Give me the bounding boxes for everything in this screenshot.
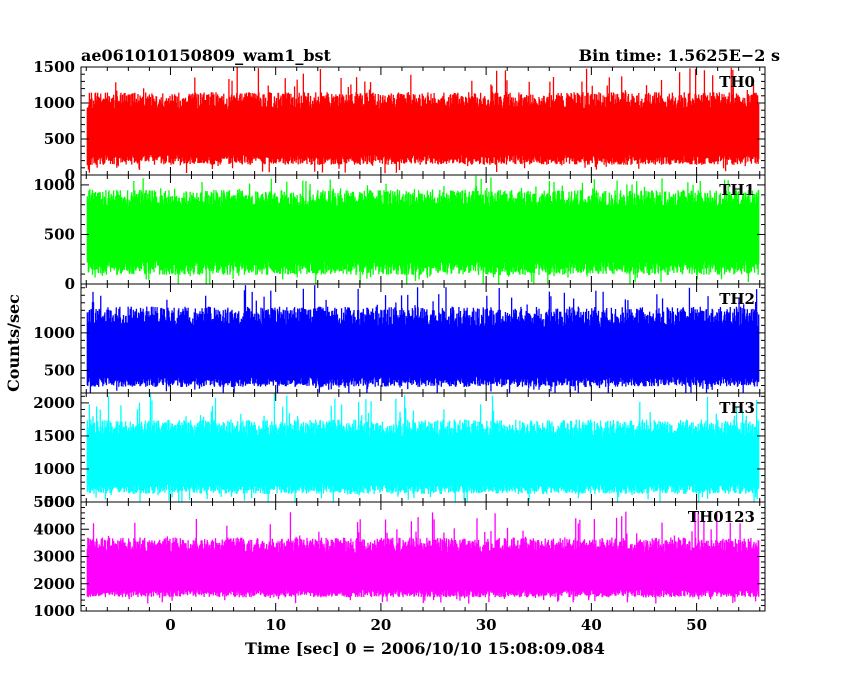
x-tick-label: 10 bbox=[265, 616, 286, 634]
x-tick-label: 20 bbox=[370, 616, 391, 634]
panel-th0: 0 500 1000 1500 TH0 bbox=[33, 58, 766, 184]
y-tick-label: 0 bbox=[65, 275, 75, 293]
y-tick-label: 0 bbox=[65, 166, 75, 184]
y-tick-label: 500 bbox=[44, 493, 75, 511]
panel-label: TH3 bbox=[719, 399, 755, 417]
y-tick-label: 1000 bbox=[33, 94, 75, 112]
chart-title: ae061010150809_wam1_bst bbox=[81, 46, 332, 65]
y-tick-label: 4000 bbox=[33, 520, 75, 538]
y-tick-label: 500 bbox=[44, 225, 75, 243]
panel-label: TH0123 bbox=[688, 508, 755, 526]
y-tick-label: 2000 bbox=[33, 394, 75, 412]
series-line-th0 bbox=[86, 67, 760, 174]
y-tick-label: 2000 bbox=[33, 575, 75, 593]
y-tick-label: 1000 bbox=[33, 176, 75, 194]
series-line-th2 bbox=[86, 285, 760, 393]
series-line-th0123 bbox=[86, 511, 760, 604]
panel-th3: 500 1000 1500 2000 TH3 bbox=[33, 392, 766, 511]
y-tick-label: 1000 bbox=[33, 602, 75, 620]
y-tick-label: 500 bbox=[44, 361, 75, 379]
series-line-th3 bbox=[86, 393, 760, 502]
series-line-th1 bbox=[86, 175, 760, 284]
x-tick-label: 30 bbox=[476, 616, 497, 634]
y-tick-label: 1000 bbox=[33, 460, 75, 478]
y-tick-label: 1000 bbox=[33, 324, 75, 342]
panel-label: TH1 bbox=[719, 181, 755, 199]
y-tick-label: 5000 bbox=[33, 493, 75, 511]
x-tick-label: 0 bbox=[165, 616, 175, 634]
y-tick-label: 3000 bbox=[33, 548, 75, 566]
x-tick-label: 50 bbox=[686, 616, 707, 634]
panel-th1: 0 500 1000 TH1 bbox=[33, 174, 766, 293]
y-axis-title: Counts/sec bbox=[4, 294, 23, 392]
x-tick-label: 40 bbox=[581, 616, 602, 634]
panel-th2: 500 1000 TH2 bbox=[33, 283, 766, 394]
x-axis-title: Time [sec] 0 = 2006/10/10 15:08:09.084 bbox=[245, 639, 605, 658]
y-tick-label: 1500 bbox=[33, 427, 75, 445]
bin-time-label: Bin time: 1.5625E−2 s bbox=[579, 46, 780, 65]
panel-label: TH2 bbox=[719, 290, 755, 308]
y-tick-label: 500 bbox=[44, 130, 75, 148]
y-tick-label: 1500 bbox=[33, 58, 75, 76]
panel-label: TH0 bbox=[719, 73, 755, 91]
panel-th0123: 1000 2000 3000 4000 5000 TH0123 bbox=[33, 493, 766, 620]
